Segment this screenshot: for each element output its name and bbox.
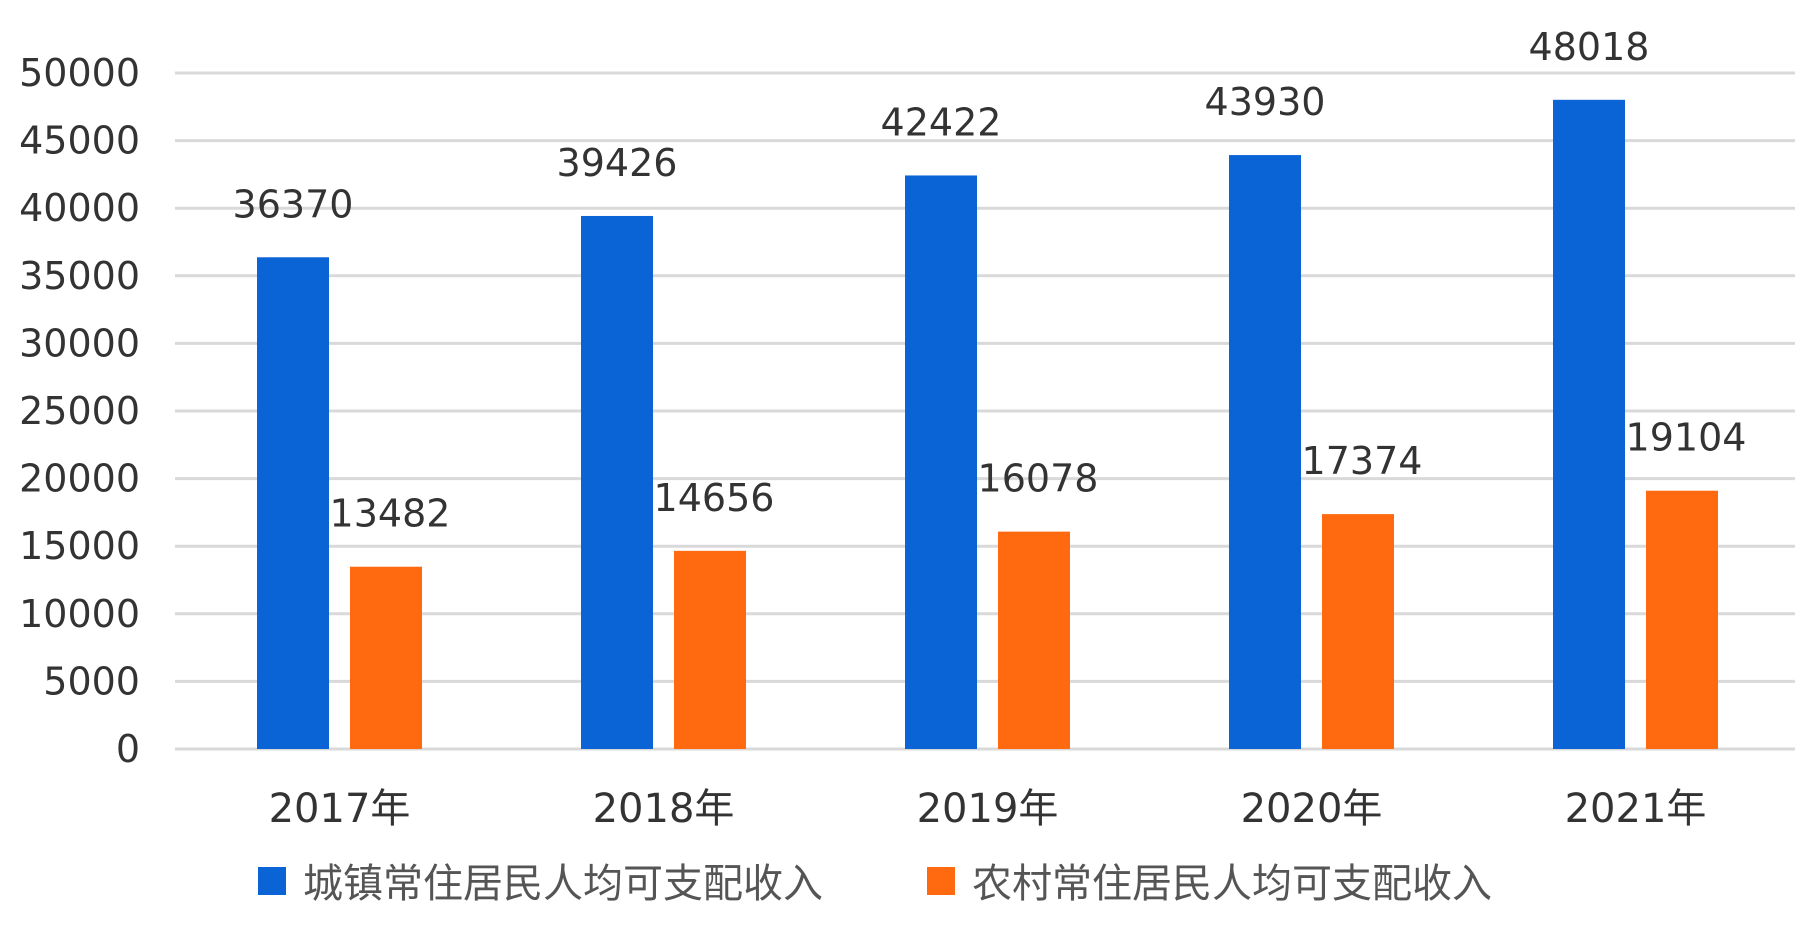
bar-rural-2021年 [1646, 490, 1718, 749]
legend-label: 城镇常住居民人均可支配收入 [303, 861, 823, 907]
data-label: 13482 [330, 492, 451, 536]
data-label: 14656 [654, 476, 775, 520]
data-label: 17374 [1302, 439, 1423, 483]
gridlines [175, 71, 1795, 751]
data-label: 39426 [557, 141, 678, 185]
y-tick-label: 15000 [19, 524, 140, 568]
bar-urban-2021年 [1553, 99, 1625, 750]
y-tick-label: 40000 [19, 186, 140, 230]
y-tick-label: 30000 [19, 321, 140, 365]
data-label: 36370 [233, 182, 354, 226]
data-label: 48018 [1529, 25, 1650, 69]
legend-swatch [258, 867, 286, 895]
y-tick-label: 10000 [19, 592, 140, 636]
bar-urban-2020年 [1229, 155, 1301, 749]
bar-urban-2019年 [905, 175, 977, 749]
x-category-label: 2021年 [1565, 786, 1707, 832]
y-tick-label: 35000 [19, 254, 140, 298]
bar-rural-2018年 [674, 550, 746, 749]
y-tick-label: 50000 [19, 51, 140, 95]
legend: 城镇常住居民人均可支配收入 农村常住居民人均可支配收入 [258, 861, 1492, 907]
data-labels: 36370 39426 42422 43930 48018 13482 14656 16078… [233, 25, 1747, 536]
y-tick-label: 20000 [19, 457, 140, 501]
y-tick-label: 25000 [19, 389, 140, 433]
bar-rural-2017年 [350, 566, 422, 749]
x-category-label: 2017年 [269, 786, 411, 832]
y-tick-label: 5000 [43, 659, 140, 703]
x-category-label: 2020年 [1241, 786, 1383, 832]
data-label: 16078 [978, 457, 1099, 501]
legend-label: 农村常住居民人均可支配收入 [972, 861, 1492, 907]
bar-rural-2019年 [998, 531, 1070, 749]
y-tick-label: 45000 [19, 119, 140, 163]
bar-rural-2020年 [1322, 514, 1394, 749]
x-axis-categories: 2017年 2018年 2019年 2020年 2021年 [269, 786, 1707, 832]
legend-swatch [927, 867, 955, 895]
y-axis-ticks: 0 5000 10000 15000 20000 25000 30000 35000 40000… [19, 51, 140, 771]
data-label: 19104 [1626, 416, 1747, 460]
bar-urban-2017年 [257, 257, 329, 749]
bar-urban-2018年 [581, 215, 653, 750]
x-category-label: 2018年 [593, 786, 735, 832]
x-category-label: 2019年 [917, 786, 1059, 832]
y-tick-label: 0 [116, 727, 140, 771]
bars [257, 99, 1718, 750]
data-label: 42422 [881, 100, 1002, 144]
data-label: 43930 [1205, 80, 1326, 124]
